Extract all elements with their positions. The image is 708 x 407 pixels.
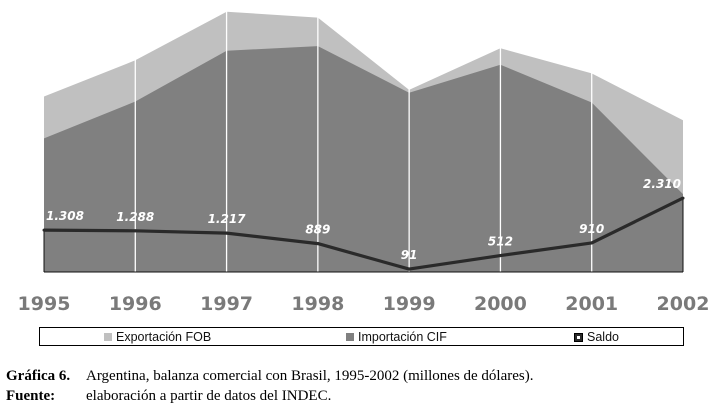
figure-label: Gráfica 6. [6,368,71,384]
saldo-point-1999 [407,267,411,271]
data-label-2002: 2.310 [643,177,681,191]
source-abbrev: INDEC [281,388,328,404]
saldo-point-1996 [133,229,137,233]
saldo-series [42,196,685,271]
x-axis-ticks: 1995 1996 1997 1998 1999 2000 2001 2002 [18,293,708,315]
x-tick-1999: 1999 [383,293,436,315]
source-text: elaboración a partir de datos del INDEC. [86,388,331,404]
data-label-2000: 512 [488,235,513,249]
area-importacion-cif [44,46,683,272]
x-tick-2002: 2002 [657,293,708,315]
data-label-1996: 1.288 [116,210,154,224]
x-tick-1996: 1996 [109,293,162,315]
x-tick-2000: 2000 [474,293,527,315]
saldo-point-2002 [681,196,685,200]
source-label: Fuente: [6,388,56,404]
data-label-1998: 889 [305,223,330,237]
chart-gridlines [43,0,684,273]
legend-swatch-exportacion [104,333,112,341]
figure-text: Argentina, balanza comercial con Brasil,… [86,368,534,384]
saldo-point-1997 [225,231,229,235]
legend-label-exportacion: Exportación FOB [116,330,212,344]
x-tick-1998: 1998 [291,293,344,315]
saldo-point-1995 [42,228,46,232]
chart-svg: 1.308 1.288 1.217 889 91 512 910 2.310 1995 1996… [17,0,708,315]
x-tick-2001: 2001 [565,293,618,315]
data-label-1997: 1.217 [208,212,247,226]
source-text-pre: elaboración a partir de datos del [86,388,278,404]
source-text-post: . [327,388,332,404]
figure-caption: Gráfica 6. Argentina, balanza comercial c… [6,368,534,385]
saldo-point-2001 [590,241,594,245]
data-labels: 1.308 1.288 1.217 889 91 512 910 2.310 [46,177,681,262]
legend-item-exportacion: Exportación FOB [104,330,211,344]
data-label-2001: 910 [579,222,604,236]
legend-label-saldo: Saldo [587,330,619,344]
data-label-1999: 91 [401,248,418,262]
x-tick-1997: 1997 [200,293,253,315]
data-label-1995: 1.308 [46,209,84,223]
chart-legend: Exportación FOB Importación CIF Saldo [39,327,684,346]
source-caption: Fuente: elaboración a partir de datos del… [6,388,331,405]
saldo-line [43,196,684,271]
legend-swatch-importacion [346,333,354,341]
x-tick-1995: 1995 [18,293,71,315]
chart-areas [44,11,683,272]
legend-swatch-saldo [574,332,583,342]
legend-item-saldo: Saldo [574,330,619,344]
saldo-point-2000 [498,254,502,258]
legend-item-importacion: Importación CIF [346,330,447,344]
legend-label-importacion: Importación CIF [358,330,447,344]
saldo-point-1998 [316,242,320,246]
